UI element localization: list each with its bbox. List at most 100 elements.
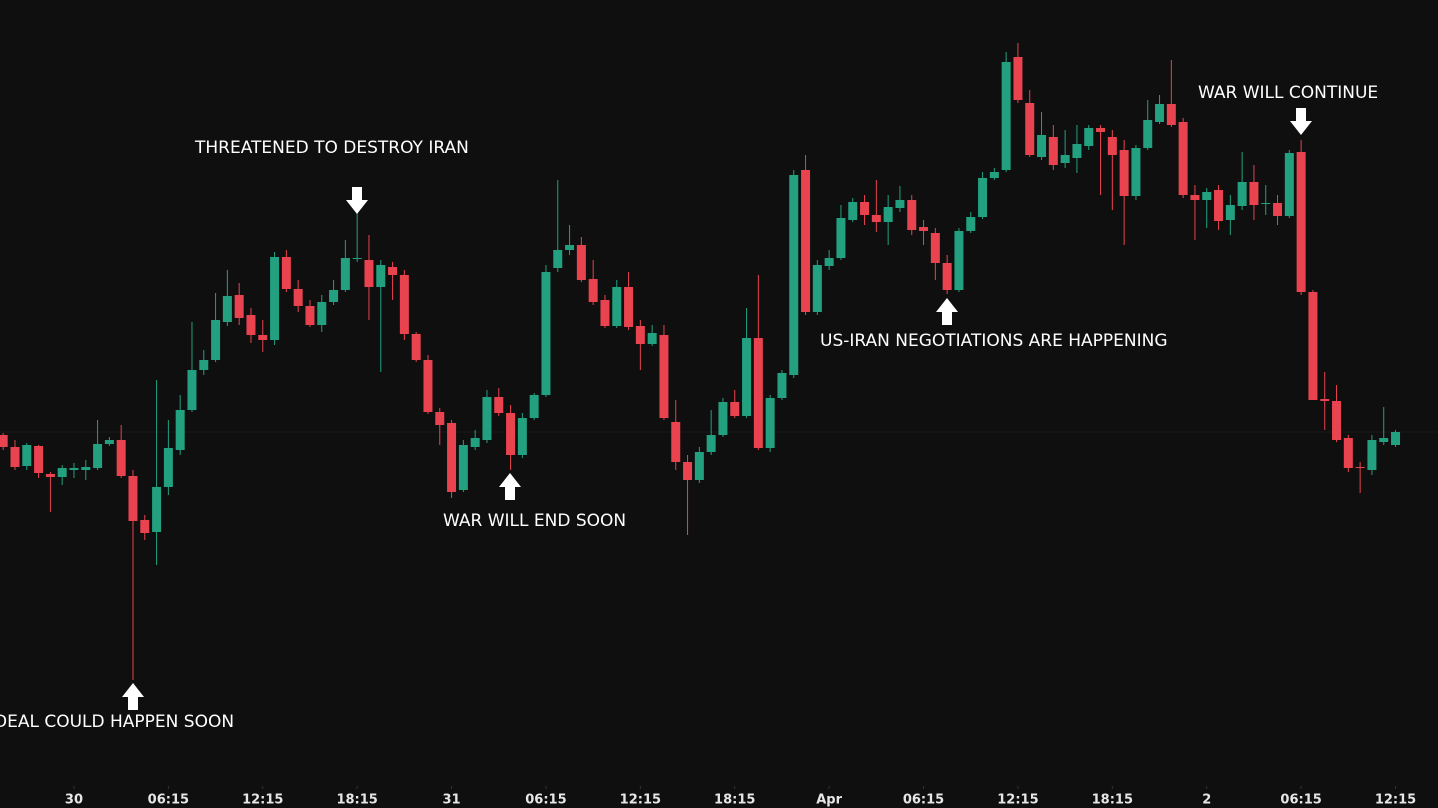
candle-body [647,333,657,344]
candle-body [836,218,846,258]
candle-body [694,452,704,480]
x-tick-label: 06:15 [148,793,189,808]
candle-body [1284,153,1294,216]
candle-body [871,215,881,222]
candle-body [942,263,952,290]
candle-body [624,287,634,327]
candle-body [765,398,775,448]
candle-body [281,257,291,289]
candle-body [57,468,67,477]
candle-body [388,267,398,275]
candle-body [600,300,610,326]
candle-body [978,178,988,217]
candle-body [753,338,763,448]
x-tick-label: 12:15 [1375,793,1416,808]
candle-body [966,217,976,231]
candle-body [1237,182,1247,206]
candle-body [258,335,268,340]
candle-body [152,487,162,532]
x-tick-label: 06:15 [525,793,566,808]
candle-body [930,233,940,263]
candle-body [352,258,362,259]
candle-body [789,175,799,375]
x-tick-label: 30 [65,793,83,808]
candle-body [506,413,516,455]
annotation-arrow [936,298,958,325]
candle-body [0,435,8,447]
candle-body [1131,148,1141,196]
candle-body [22,445,32,466]
candle-body [1308,292,1318,400]
candle-body [1391,432,1401,445]
annotation: DEAL COULD HAPPEN SOON [0,712,234,732]
x-tick-label: 31 [443,793,461,808]
candle-body [1225,205,1235,220]
candle-body [116,440,126,476]
candle-body [234,295,244,318]
candle-body [730,402,740,416]
candle-body [883,207,893,222]
candle-body [1096,128,1106,132]
candle-body [10,447,20,467]
candle-body [293,289,303,306]
candle-body [45,474,55,477]
candle-body [1273,203,1283,216]
candle-body [1178,122,1188,195]
candle-body [376,265,386,287]
candle-body [435,412,445,425]
candle-body [1060,155,1070,163]
candle-body [104,440,114,444]
candle-body [411,334,421,360]
x-tick-label: 18:15 [1092,793,1133,808]
x-tick-label: 12:15 [997,793,1038,808]
candle-body [919,227,929,231]
x-tick-label: Apr [816,793,842,808]
candle-body [1296,152,1306,292]
x-tick-label: 18:15 [336,793,377,808]
candle-body [588,279,598,302]
candle-body [458,445,468,490]
candle-body [1202,192,1212,200]
candle-body [659,335,669,418]
candle-body [1367,440,1377,470]
annotation-arrow [499,473,521,500]
candle-body [576,245,586,280]
annotation: THREATENED TO DESTROY IRAN [194,138,469,158]
candle-body [565,245,575,250]
candle-body [1166,104,1176,125]
x-tick-label: 2 [1202,793,1211,808]
candle-body [1084,128,1094,146]
candle-body [529,395,539,418]
candle-body [1320,399,1330,401]
candle-body [128,476,138,521]
candle-body [777,373,787,398]
candle-body [175,410,185,450]
candle-body [1343,438,1353,468]
candle-body [517,418,527,455]
candle-body [635,326,645,344]
candle-body [989,172,999,178]
candle-body [683,462,693,480]
candle-body [718,402,728,435]
candle-body [399,275,409,334]
candle-body [1072,144,1082,158]
candle-body [907,200,917,230]
candle-body [1332,401,1342,440]
x-tick-label: 06:15 [903,793,944,808]
annotation-arrow [122,683,144,710]
candle-body [305,306,315,325]
candle-body [1119,150,1129,196]
candle-body [69,468,79,470]
candle-body [671,422,681,462]
candle-body [34,446,44,473]
candle-body [1048,137,1058,165]
candle-body [812,265,822,312]
annotation: WAR WILL END SOON [443,511,626,531]
candle-body [199,360,209,370]
candle-body [801,170,811,312]
candle-body [1037,135,1047,157]
annotation-arrow [346,187,368,214]
candle-body [706,435,716,452]
candle-body [81,467,91,470]
